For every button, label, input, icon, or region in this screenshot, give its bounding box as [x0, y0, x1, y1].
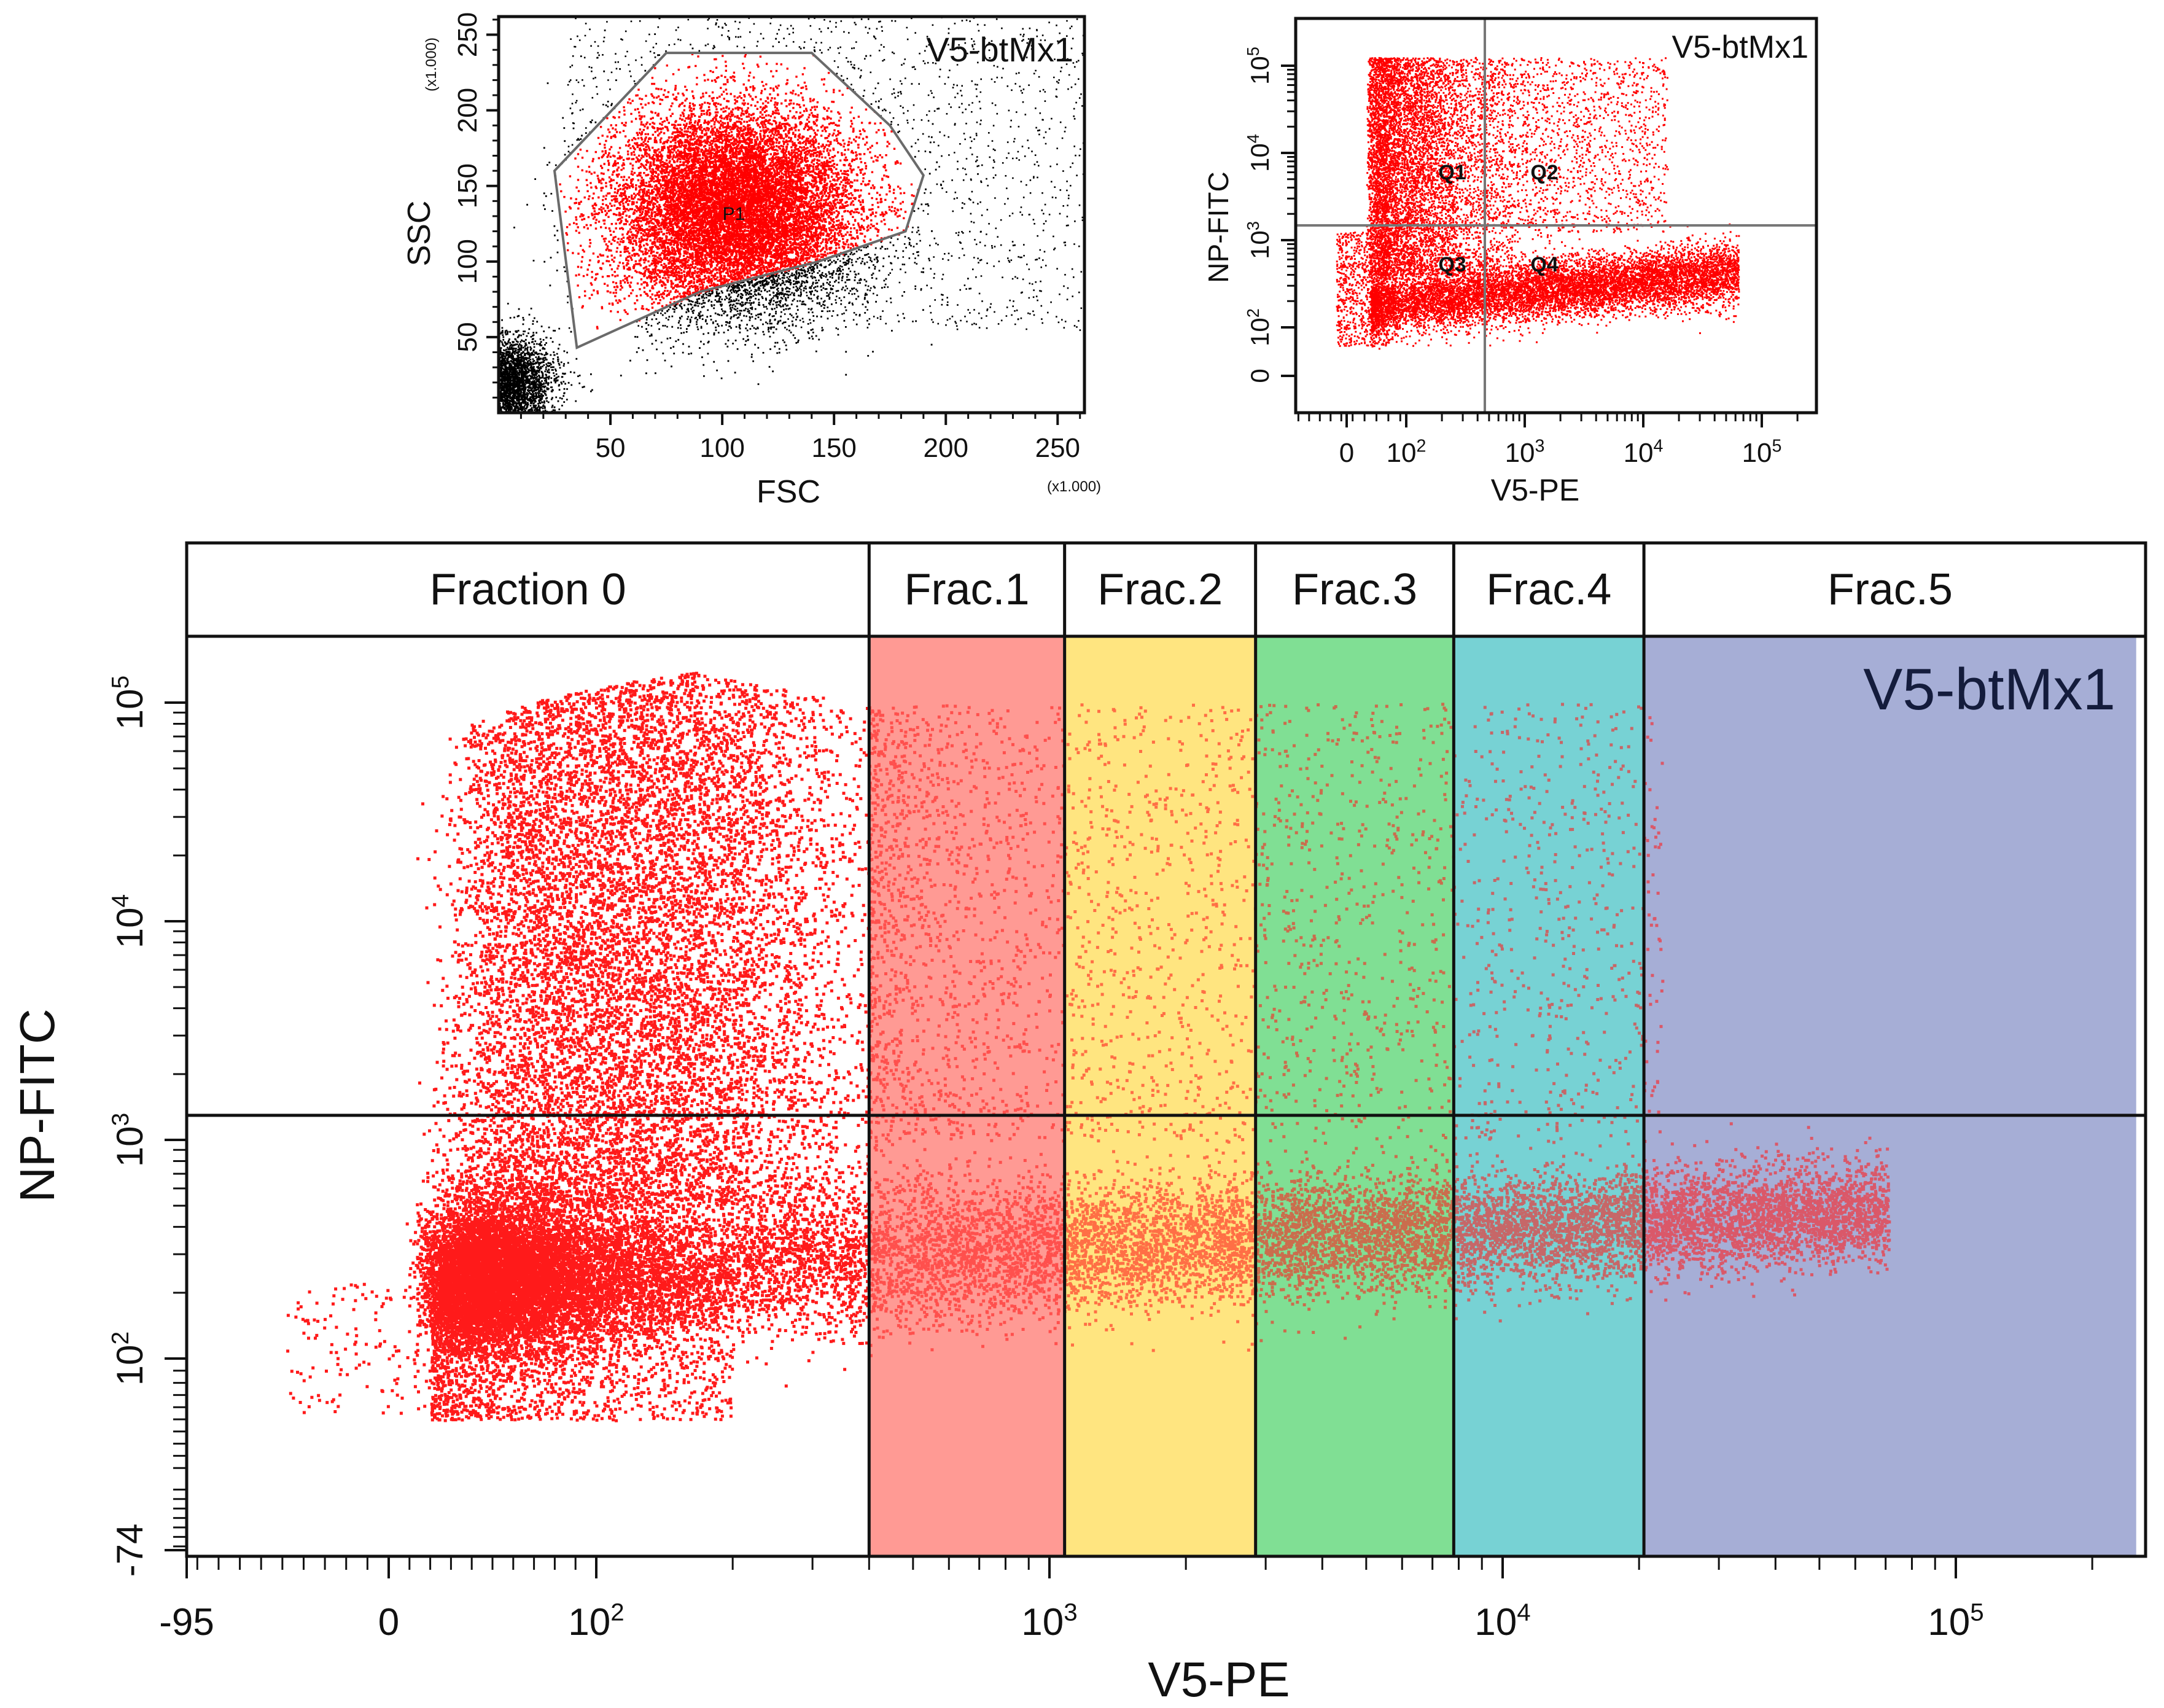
x-axis: -95 0 102 103 104 105 [159, 1556, 2093, 1644]
tick-label: 100 [453, 239, 483, 284]
tick-label: 104 [1624, 436, 1664, 468]
fraction-tint [1644, 636, 2136, 1556]
y-unit-label: (x1.000) [423, 37, 440, 92]
tick-label: 102 [1387, 436, 1426, 468]
tick-label: 150 [811, 433, 856, 463]
x-axis-label: FSC [757, 474, 820, 510]
fraction-label: Frac.2 [1097, 565, 1223, 614]
tick-label: 105 [107, 676, 150, 730]
tick-label: 103 [1244, 221, 1274, 259]
x-unit-label: (x1.000) [1047, 478, 1101, 495]
event-dots [286, 671, 1891, 1422]
tick-label: 102 [568, 1598, 624, 1644]
plot-frame [185, 541, 2147, 1558]
fraction-label: Fraction 0 [430, 565, 626, 614]
tick-label: 102 [1244, 308, 1274, 346]
fsc-ssc-plot: P1 V5-btMx1 50 100 150 200 250 50 100 150 200 25… [402, 12, 1101, 510]
tick-label: 0 [378, 1601, 399, 1644]
plot-frame [497, 15, 1086, 415]
plot-title: V5-btMx1 [926, 30, 1073, 69]
tick-label: 150 [453, 163, 483, 208]
tick-label: 103 [107, 1113, 150, 1167]
tick-label: 103 [1505, 436, 1545, 468]
quadrant-label-q2: Q2 [1530, 161, 1558, 184]
tick-label: 104 [1474, 1598, 1530, 1644]
event-dots [1336, 57, 1740, 350]
tick-label: 250 [1035, 433, 1080, 463]
y-axis-label: SSC [402, 201, 437, 267]
fraction-dividers [867, 543, 1646, 1556]
events [286, 671, 1891, 1422]
events [1336, 57, 1740, 350]
plot-title: V5-btMx1 [1672, 29, 1808, 65]
event-dots [559, 53, 919, 330]
tick-label: 200 [453, 88, 483, 133]
y-axis-label: NP-FITC [1202, 171, 1234, 283]
gate-label: P1 [723, 204, 745, 224]
fraction-header: Fraction 0 Frac.1 Frac.2 Frac.3 Frac.4 Frac.5 [430, 565, 1953, 614]
fraction-band [1644, 636, 2136, 1556]
tick-label: 250 [453, 12, 483, 57]
fraction-band [1255, 636, 1454, 1556]
tick-label: 0 [1245, 369, 1274, 383]
tick-label: 102 [107, 1332, 150, 1386]
plot-title: V5-btMx1 [1863, 657, 2115, 722]
fraction-label: Frac.5 [1827, 565, 1953, 614]
tick-label: 50 [453, 322, 483, 352]
tick-label: 200 [924, 433, 968, 463]
fraction-plot: Fraction 0 Frac.1 Frac.2 Frac.3 Frac.4 Frac.5… [10, 541, 2147, 1707]
quadrant-label-q1: Q1 [1438, 161, 1466, 184]
tick-label: 104 [107, 894, 150, 948]
y-axis: 50 100 150 200 250 [453, 12, 499, 399]
tick-label: -74 [109, 1524, 150, 1577]
fraction-label: Frac.3 [1292, 565, 1417, 614]
tick-label: -95 [159, 1601, 214, 1644]
fraction-band [1454, 636, 1644, 1556]
tick-label: 103 [1021, 1598, 1077, 1644]
y-axis: 0 102 103 104 105 [1244, 47, 1296, 383]
fraction-label: Frac.1 [904, 565, 1029, 614]
fraction-label: Frac.4 [1486, 565, 1611, 614]
fraction-tint [1255, 636, 1454, 1556]
x-axis-label: V5-PE [1148, 1652, 1290, 1707]
tick-label: 0 [1339, 438, 1354, 468]
quadrant-label-q3: Q3 [1438, 253, 1466, 276]
tick-label: 100 [699, 433, 744, 463]
y-axis: -74 102 103 104 105 [107, 676, 187, 1577]
fraction-tint [869, 636, 1065, 1556]
y-axis-label: NP-FITC [10, 1008, 64, 1203]
quadrant-label-q4: Q4 [1530, 253, 1558, 276]
plot-frame [1294, 17, 1818, 415]
gate-p1 [553, 52, 925, 350]
fraction-tint [1454, 636, 1644, 1556]
x-axis: 0 102 103 104 105 [1297, 413, 1799, 468]
fraction-tint [1064, 636, 1256, 1556]
x-axis-label: V5-PE [1491, 473, 1580, 507]
quadrant-plot: Q1 Q2 Q3 Q4 V5-btMx1 0 102 103 104 105 0 102 1… [1202, 17, 1818, 507]
tick-label: 105 [1742, 436, 1782, 468]
band-overlay [869, 636, 2136, 1556]
tick-label: 104 [1244, 134, 1274, 172]
gated-events [559, 53, 919, 330]
tick-label: 105 [1928, 1598, 1983, 1644]
tick-label: 105 [1244, 47, 1274, 85]
x-axis: 50 100 150 200 250 [520, 413, 1081, 463]
tick-label: 50 [596, 433, 626, 463]
